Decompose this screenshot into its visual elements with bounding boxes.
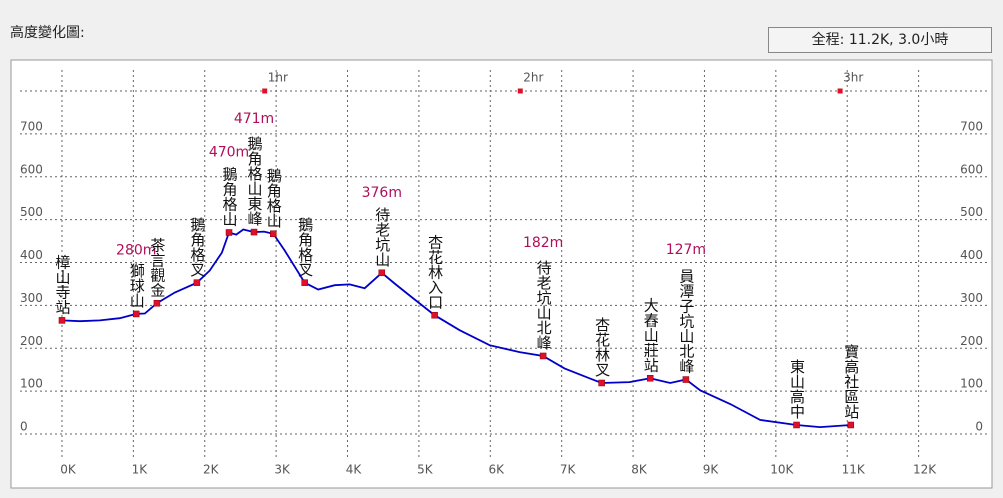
- x-tick-label: 9K: [703, 463, 720, 477]
- y-tick-label: 400: [20, 248, 43, 262]
- waypoint-label: 茶言觀金: [148, 237, 166, 297]
- y-tick-label-right: 700: [960, 119, 983, 133]
- x-tick-label: 4K: [346, 463, 363, 477]
- x-tick-label: 2K: [203, 463, 220, 477]
- waypoint-label: 杏花林叉: [593, 317, 611, 377]
- waypoint-label: 鵝角格叉: [296, 217, 314, 277]
- y-tick-label: 600: [20, 162, 43, 176]
- y-tick-label-right: 600: [960, 162, 983, 176]
- waypoint: [539, 352, 547, 360]
- elevation-label: 471m: [234, 111, 274, 127]
- waypoint: [847, 421, 855, 429]
- y-tick-label: 200: [20, 334, 43, 348]
- elevation-label: 182m: [523, 235, 563, 251]
- elevation-label: 280m: [116, 242, 156, 258]
- y-tick-label-right: 500: [960, 205, 983, 219]
- waypoint: [431, 311, 438, 319]
- x-tick-label: 5K: [417, 463, 434, 477]
- x-tick-label: 10K: [770, 463, 794, 477]
- y-tick-label-right: 100: [960, 377, 983, 391]
- waypoint-label: 樟山寺站: [53, 254, 71, 315]
- y-tick-label: 100: [20, 377, 43, 391]
- waypoint-label: 待老坑山北峰: [535, 260, 553, 350]
- waypoint: [646, 375, 654, 382]
- waypoint-label: 大舂山莊站: [642, 297, 660, 372]
- hour-label: 1hr: [268, 71, 288, 85]
- y-tick-label-right: 0: [975, 420, 983, 434]
- waypoint: [58, 317, 66, 324]
- y-tick-label: 0: [20, 420, 28, 434]
- x-tick-label: 3K: [274, 463, 291, 477]
- waypoint: [598, 379, 605, 387]
- x-tick-label: 7K: [560, 463, 577, 477]
- waypoint: [682, 376, 690, 383]
- waypoint-label: 寶高社區站: [842, 343, 860, 419]
- hour-marker: [837, 88, 843, 94]
- waypoint-label: 鵝角格山東峰: [246, 136, 264, 226]
- waypoint: [132, 310, 140, 318]
- waypoint: [153, 299, 161, 307]
- waypoint: [793, 421, 800, 429]
- waypoint-label: 鵝角格叉: [188, 217, 206, 277]
- elevation-label: 376m: [362, 185, 402, 201]
- waypoint-label: 員潭子坑山北峰: [677, 269, 695, 374]
- waypoint: [301, 279, 308, 286]
- waypoint: [270, 230, 277, 238]
- waypoint: [250, 228, 258, 236]
- waypoint-label: 獅球山: [128, 263, 146, 308]
- x-tick-label: 6K: [489, 463, 506, 477]
- waypoint-label: 杏花林入口: [426, 234, 444, 309]
- waypoint: [378, 269, 386, 277]
- x-tick-label: 1K: [132, 463, 149, 477]
- y-tick-label: 700: [20, 119, 43, 133]
- x-tick-label: 0K: [60, 463, 77, 477]
- x-tick-label: 11K: [842, 463, 866, 477]
- hour-marker: [517, 88, 523, 94]
- waypoint: [193, 279, 201, 286]
- y-tick-label-right: 200: [960, 334, 983, 348]
- y-tick-label-right: 400: [960, 248, 983, 262]
- hour-label: 2hr: [523, 71, 543, 85]
- y-tick-label: 300: [20, 291, 43, 305]
- waypoint-label: 東山高中: [788, 359, 806, 419]
- summary: 全程: 11.2K, 3.0小時: [768, 27, 992, 53]
- waypoint-label: 鵝角格山: [221, 166, 239, 226]
- plot-panel: [10, 59, 993, 489]
- hour-label: 3hr: [843, 71, 863, 85]
- hour-marker: [262, 88, 268, 94]
- x-tick-label: 8K: [631, 463, 648, 477]
- waypoint-label: 鵝角格山: [265, 168, 283, 228]
- elevation-label: 127m: [666, 242, 706, 258]
- waypoint-label: 待老坑山: [373, 207, 391, 267]
- waypoint: [225, 229, 233, 236]
- x-tick-label: 12K: [913, 463, 937, 477]
- elevation-label: 470m: [209, 144, 249, 160]
- elevation-line: [61, 228, 851, 429]
- title: 高度變化圖:: [10, 25, 85, 41]
- y-tick-label: 500: [20, 205, 43, 219]
- y-tick-label-right: 300: [960, 291, 983, 305]
